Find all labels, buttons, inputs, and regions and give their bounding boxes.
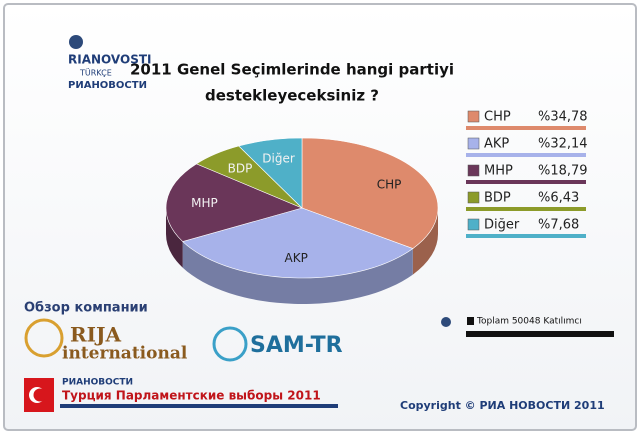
legend-value: %7,68 xyxy=(538,218,579,233)
legend-label: MHP xyxy=(484,164,513,179)
sam-logo xyxy=(212,326,248,362)
legend-value: %18,79 xyxy=(538,164,588,179)
partner: international xyxy=(62,344,188,364)
flag-crescent xyxy=(33,388,47,402)
slice-side xyxy=(412,208,438,275)
slice-label: MHP xyxy=(191,196,218,210)
footer-bar xyxy=(60,404,338,408)
legend-swatch xyxy=(467,218,480,231)
legend-value: %34,78 xyxy=(538,110,588,125)
legend-label: AKP xyxy=(484,137,509,152)
legend: CHP %34,78 AKP %32,14 MHP %18,79 BDP %6,43 Diğer… xyxy=(466,110,588,238)
pie: CHP AKP MHP BDP Diğer xyxy=(165,137,439,304)
legend-label: CHP xyxy=(484,110,511,125)
logo-globe xyxy=(69,35,83,49)
legend-swatch xyxy=(467,110,480,123)
note-box xyxy=(467,317,474,325)
partner: SAM-TR xyxy=(250,333,343,358)
legend-swatch xyxy=(467,164,480,177)
partner: RIJA xyxy=(70,323,121,347)
legend-value: %6,43 xyxy=(538,191,579,206)
slice-label: AKP xyxy=(285,251,308,265)
legend-bar xyxy=(466,180,586,184)
slice-label: CHP xyxy=(377,177,402,191)
slice xyxy=(165,163,303,242)
legend-bar xyxy=(466,126,586,130)
slice-label: BDP xyxy=(228,161,253,175)
logo-sub: TÜRKÇE xyxy=(79,68,112,78)
slice-label: Diğer xyxy=(262,152,295,166)
note: Toplam 50048 Katılımcı xyxy=(476,317,582,327)
chart-title: 2011 Genel Seçimlerinde hangi partiyi xyxy=(130,61,454,79)
legend-bar xyxy=(466,234,586,238)
legend-bar xyxy=(466,207,586,211)
slice xyxy=(238,137,303,209)
overview: Обзор компании xyxy=(24,301,148,316)
copyright: Copyright © РИА НОВОСТИ 2011 xyxy=(400,399,605,412)
legend-swatch xyxy=(467,137,480,150)
rija-logo xyxy=(24,318,64,358)
footer-title: Турция Парламентские выборы 2011 xyxy=(62,389,321,403)
legend-label: Diğer xyxy=(484,218,520,233)
logo-sub: РИАНОВОСТИ xyxy=(68,80,147,91)
legend-swatch xyxy=(467,191,480,204)
note-icon xyxy=(441,317,451,327)
footer-logo: РИАНОВОСТИ xyxy=(62,378,133,388)
slice-side xyxy=(182,241,413,304)
legend-label: BDP xyxy=(484,191,511,206)
slice xyxy=(301,137,439,249)
slice-side xyxy=(166,208,183,268)
legend-value: %32,14 xyxy=(538,137,588,152)
note-bar xyxy=(466,331,614,337)
logo-text: RIANOVOSTI xyxy=(68,53,151,67)
chart-title: destekleyeceksiniz ? xyxy=(205,87,379,105)
legend-bar xyxy=(466,153,586,157)
